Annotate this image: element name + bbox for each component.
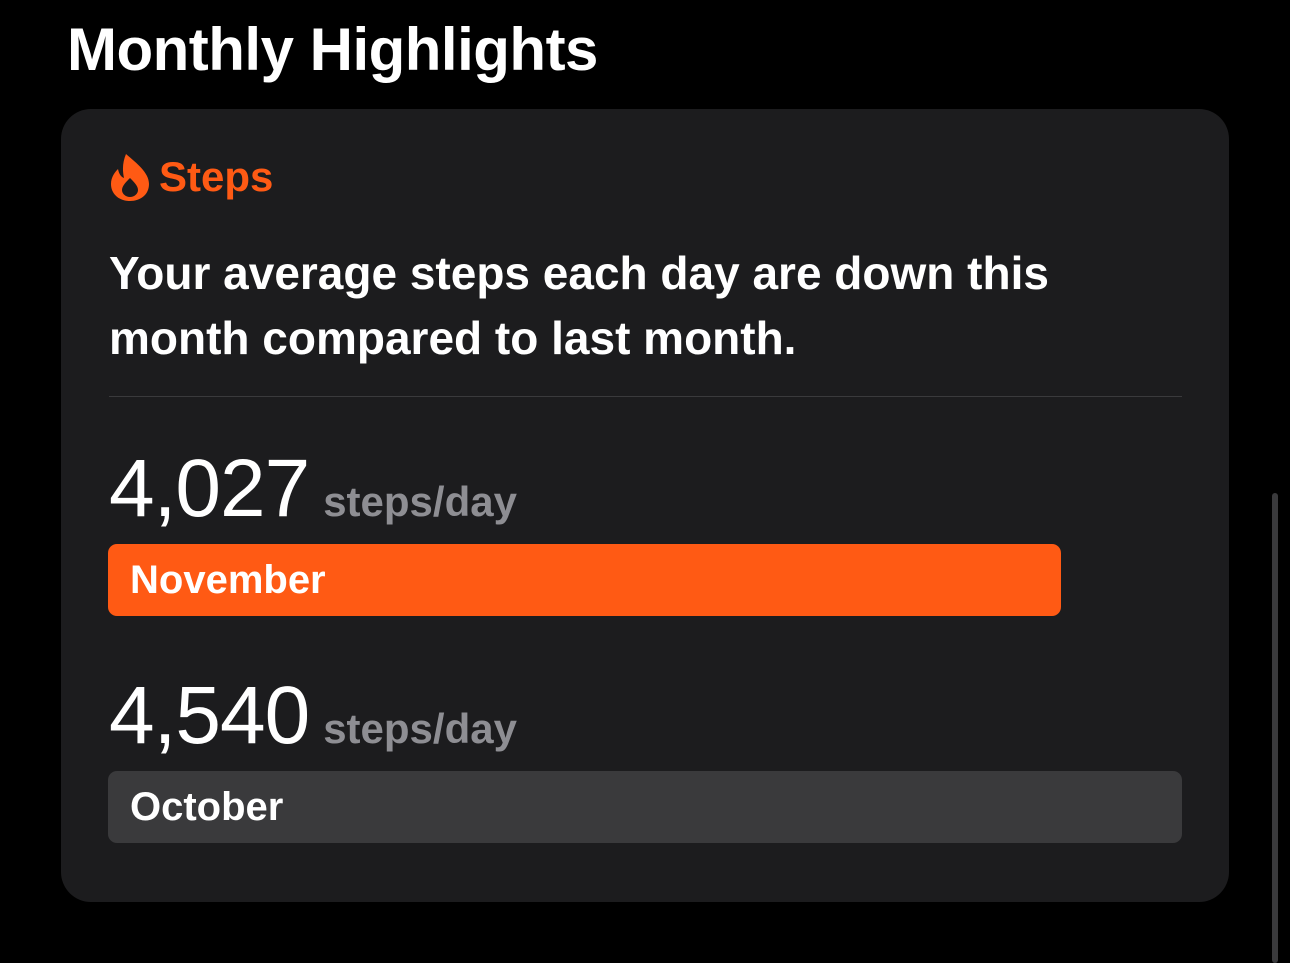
previous-month-label: October bbox=[130, 784, 284, 829]
scrollbar[interactable] bbox=[1272, 493, 1278, 963]
section-title: Monthly Highlights bbox=[67, 16, 598, 83]
card-label: Steps bbox=[159, 153, 274, 200]
divider bbox=[109, 396, 1182, 397]
current-month-metric: 4,027 steps/day bbox=[109, 444, 517, 534]
flame-icon bbox=[111, 154, 149, 201]
previous-month-unit: steps/day bbox=[323, 705, 517, 752]
current-month-label: November bbox=[130, 557, 326, 602]
previous-month-value: 4,540 bbox=[109, 670, 310, 761]
card-header: Steps bbox=[109, 151, 273, 203]
steps-highlight-card[interactable]: Steps Your average steps each day are do… bbox=[61, 109, 1229, 902]
summary-text: Your average steps each day are down thi… bbox=[109, 247, 1049, 364]
current-month-bar: November bbox=[108, 544, 1061, 616]
previous-month-metric: 4,540 steps/day bbox=[109, 671, 517, 761]
current-month-unit: steps/day bbox=[323, 478, 517, 525]
current-month-value: 4,027 bbox=[109, 443, 310, 534]
previous-month-bar: October bbox=[108, 771, 1182, 843]
